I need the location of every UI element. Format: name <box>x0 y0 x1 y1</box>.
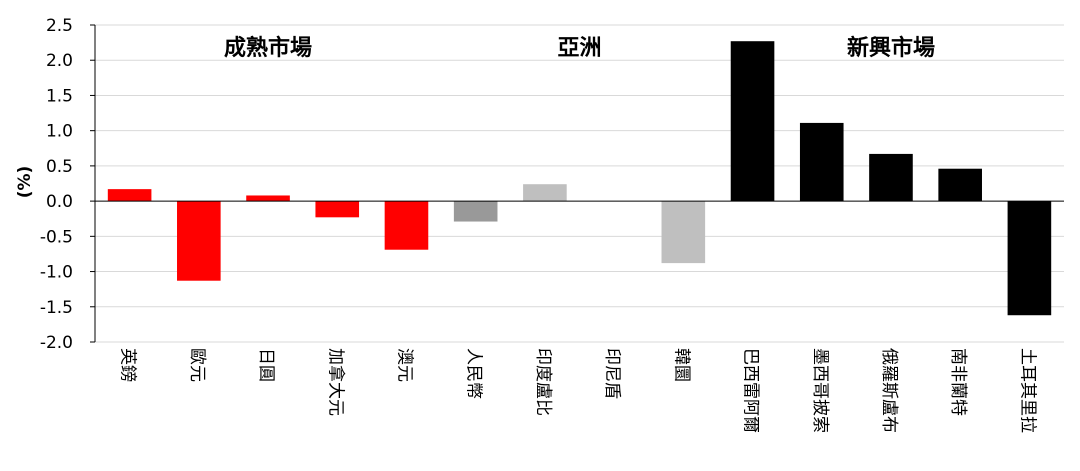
category-label: 日圓 <box>256 348 276 382</box>
category-label: 澳元 <box>394 348 414 382</box>
category-label: 印度盧比 <box>533 348 553 416</box>
y-tick-label: 1.0 <box>46 122 73 142</box>
bar <box>1007 201 1052 316</box>
y-tick-label: -0.5 <box>40 227 73 247</box>
gridlines <box>95 24 1064 343</box>
group-labels: 成熟市場 亞洲 新興市場 <box>224 35 935 61</box>
category-label: 歐元 <box>187 348 207 382</box>
category-label: 土耳其里拉 <box>1017 348 1037 433</box>
y-axis-ticks: 2.5 2.0 1.5 1.0 0.5 0.0 -0.5 -1.0 -1.5 -2.0 <box>40 16 95 353</box>
category-label: 巴西雷阿爾 <box>741 348 761 433</box>
category-label: 韓圜 <box>671 348 691 382</box>
bar <box>730 41 775 202</box>
y-tick-label: -1.5 <box>40 298 73 318</box>
category-label: 俄羅斯盧布 <box>879 348 899 433</box>
bar <box>661 201 706 264</box>
y-tick-label: -2.0 <box>40 333 73 353</box>
category-label: 南非蘭特 <box>948 348 968 416</box>
bar <box>799 122 844 202</box>
y-tick-label: 2.0 <box>46 51 73 71</box>
bar <box>177 201 221 281</box>
bar <box>384 201 429 250</box>
bar <box>453 201 498 222</box>
category-label: 加拿大元 <box>325 348 346 416</box>
y-tick-label: -1.0 <box>40 263 73 283</box>
category-label: 人民幣 <box>464 348 484 399</box>
group-label: 成熟市場 <box>224 35 312 61</box>
bar <box>523 184 567 202</box>
group-label: 新興市場 <box>847 35 935 61</box>
bars <box>107 41 1052 316</box>
group-label: 亞洲 <box>557 36 601 61</box>
category-label: 英鎊 <box>118 348 138 382</box>
y-axis-label: (%) <box>15 166 35 199</box>
bar <box>869 153 913 202</box>
bar <box>107 189 152 202</box>
y-tick-label: 1.5 <box>46 86 73 106</box>
y-tick-label: 0.5 <box>46 157 73 177</box>
bar <box>938 168 982 202</box>
bar <box>315 201 360 218</box>
category-labels: 英鎊 歐元 日圓 加拿大元 澳元 人民幣 印度盧比 印尼盾 韓圜 巴西雷阿爾 墨西哥披索 俄羅斯盧布 南… <box>118 348 1038 433</box>
category-label: 印尼盾 <box>602 348 622 399</box>
bar <box>246 195 290 202</box>
y-tick-label: 0.0 <box>46 192 73 212</box>
y-tick-label: 2.5 <box>46 16 73 36</box>
category-label: 墨西哥披索 <box>810 348 830 433</box>
